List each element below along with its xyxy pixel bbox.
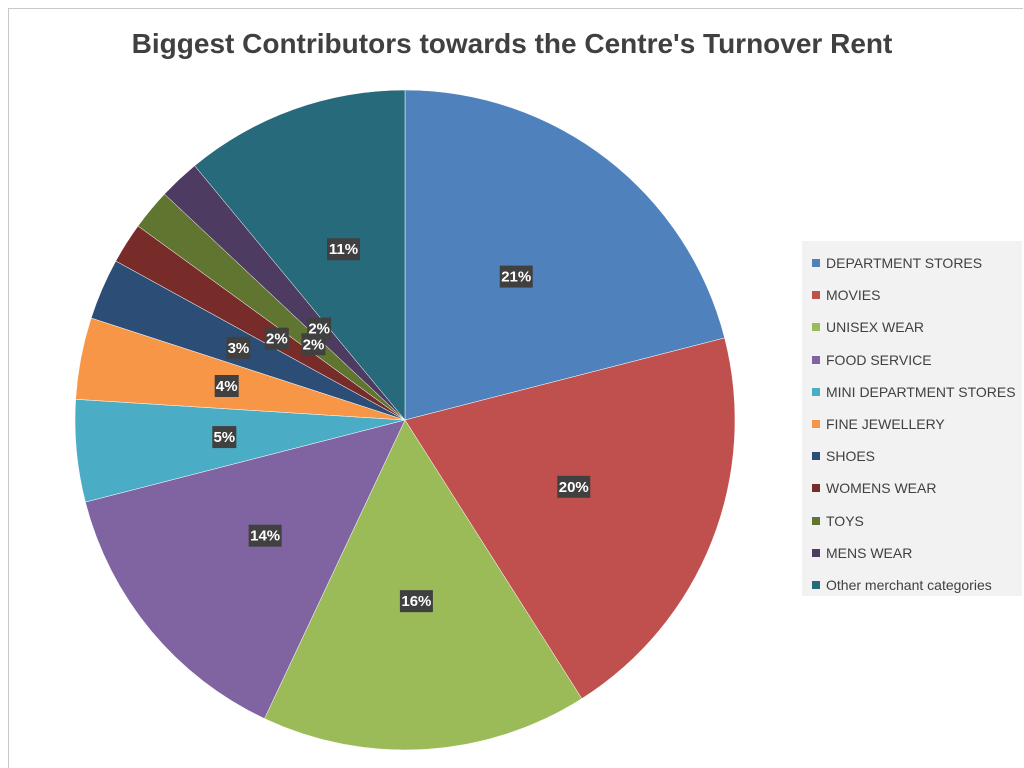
legend-label: MENS WEAR <box>826 544 913 561</box>
data-label-text: 2% <box>266 331 288 348</box>
data-label-movies: 20% <box>557 475 591 498</box>
pie-slice-movies <box>404 337 736 699</box>
pie-slice-department-stores <box>404 89 725 421</box>
data-label-box <box>226 336 251 359</box>
legend-item-fine-jewellery: FINE JEWELLERY <box>812 408 1022 440</box>
data-label-text: 2% <box>303 336 325 353</box>
legend-item-food-service: FOOD SERVICE <box>812 344 1022 376</box>
data-label-box <box>327 238 361 261</box>
data-label-box <box>557 475 591 498</box>
legend-item-mens-wear: MENS WEAR <box>812 537 1022 569</box>
data-label-shoes: 3% <box>226 336 251 359</box>
legend-label: Other merchant categories <box>826 576 992 593</box>
legend-swatch <box>812 516 820 525</box>
pie-labels: 21%20%16%14%5%4%3%2% 2%2%11% <box>212 238 591 613</box>
legend-label: MINI DEPARTMENT STORES <box>826 383 1016 400</box>
legend-label: TOYS <box>826 512 864 529</box>
data-label-text: 20% <box>559 479 589 496</box>
legend-label: WOMENS WEAR <box>826 480 937 497</box>
legend-item-department-stores: DEPARTMENT STORES <box>812 247 1022 279</box>
data-label-fine-jewellery: 4% <box>214 374 239 397</box>
legend-label: MOVIES <box>826 287 881 304</box>
data-label-box <box>307 317 332 340</box>
data-label-food-service: 14% <box>248 524 282 547</box>
data-label-box <box>264 327 289 350</box>
data-label-text: 2% <box>308 321 330 338</box>
data-label-other-merchant-categories: 11% <box>327 238 361 261</box>
data-label-department-stores: 21% <box>499 265 533 288</box>
pie-slice-food-service <box>85 419 406 719</box>
legend-swatch <box>812 323 820 332</box>
data-label-womens-wear: 2% <box>264 327 289 350</box>
legend-swatch <box>812 387 820 396</box>
legend-swatch <box>812 420 820 429</box>
data-label-text: 3% <box>228 340 250 357</box>
data-label-text: 11% <box>329 241 358 258</box>
legend-label: FOOD SERVICE <box>826 351 932 368</box>
legend-item-womens-wear: WOMENS WEAR <box>812 472 1022 504</box>
data-label-box <box>248 524 282 547</box>
data-label-unisex-wear: 16% <box>399 590 433 613</box>
legend-swatch <box>812 580 820 589</box>
data-label-text: 21% <box>501 269 531 286</box>
data-label-text: 5% <box>213 429 235 446</box>
legend-swatch <box>812 259 820 268</box>
data-label-text: 4% <box>216 378 238 395</box>
data-label-text: 16% <box>401 593 431 610</box>
legend-swatch <box>812 355 820 364</box>
legend-item-unisex-wear: UNISEX WEAR <box>812 311 1022 343</box>
data-label-box <box>499 265 533 288</box>
legend-item-mini-department-stores: MINI DEPARTMENT STORES <box>812 376 1022 408</box>
legend-swatch <box>812 291 820 300</box>
chart-title: Biggest Contributors towards the Centre'… <box>131 28 893 59</box>
data-label-mini-department-stores: 5% <box>212 426 237 449</box>
legend-label: FINE JEWELLERY <box>826 416 945 433</box>
data-label-box <box>212 426 237 449</box>
legend-item-shoes: SHOES <box>812 440 1022 472</box>
pie-slices <box>74 89 736 751</box>
pie-slice-unisex-wear <box>264 419 583 751</box>
legend-label: UNISEX WEAR <box>826 319 925 336</box>
data-label-box <box>214 374 239 397</box>
legend-swatch <box>812 484 820 493</box>
legend: DEPARTMENT STORES MOVIES UNISEX WEAR FOOD S… <box>802 241 1022 596</box>
legend-swatch <box>812 452 820 461</box>
data-label-mens-wear: 2% <box>307 317 332 340</box>
pie-slice-other-merchant-categories <box>194 89 406 421</box>
legend-item-toys: TOYS <box>812 505 1022 537</box>
legend-item-other-merchant-categories: Other merchant categories <box>812 569 1022 601</box>
legend-item-movies: MOVIES <box>812 279 1022 311</box>
data-label-text: 14% <box>250 528 280 545</box>
legend-label: DEPARTMENT STORES <box>826 255 983 272</box>
data-label-box <box>399 590 433 613</box>
legend-swatch <box>812 548 820 557</box>
legend-label: SHOES <box>826 448 876 465</box>
